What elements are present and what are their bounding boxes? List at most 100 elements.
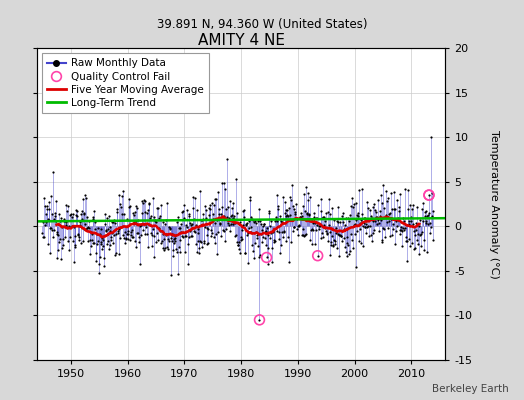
Point xyxy=(277,242,286,248)
Point xyxy=(89,216,97,222)
Point xyxy=(84,238,92,244)
Point xyxy=(54,211,63,217)
Point xyxy=(302,231,311,238)
Point xyxy=(417,242,425,249)
Point xyxy=(306,237,314,244)
Point xyxy=(231,220,239,226)
Point xyxy=(244,230,252,236)
Point xyxy=(357,211,366,218)
Point xyxy=(356,225,364,232)
Point xyxy=(171,238,180,244)
Point xyxy=(94,225,102,232)
Point xyxy=(255,317,264,323)
Point xyxy=(168,238,177,244)
Point xyxy=(247,223,256,230)
Point xyxy=(113,209,121,216)
Point xyxy=(127,232,135,238)
Point xyxy=(121,240,129,246)
Point xyxy=(65,223,73,230)
Point xyxy=(69,224,78,230)
Point xyxy=(144,207,152,213)
Point xyxy=(254,218,262,224)
Point xyxy=(211,240,220,246)
Point xyxy=(167,230,176,237)
Point xyxy=(97,238,106,245)
Point xyxy=(246,194,254,200)
Point xyxy=(257,221,265,228)
Point xyxy=(419,247,428,253)
Point xyxy=(151,239,160,246)
Point xyxy=(234,239,243,245)
Point xyxy=(317,196,325,202)
Point xyxy=(205,212,214,218)
Point xyxy=(298,202,307,209)
Point xyxy=(176,249,184,255)
Point xyxy=(401,186,409,192)
Point xyxy=(67,211,75,217)
Point xyxy=(289,203,297,210)
Point xyxy=(364,223,373,229)
Point xyxy=(113,228,122,234)
Point xyxy=(343,234,352,240)
Point xyxy=(150,214,159,220)
Point xyxy=(73,208,82,214)
Point xyxy=(137,198,146,204)
Point xyxy=(378,200,387,206)
Point xyxy=(230,213,238,220)
Point xyxy=(159,244,167,251)
Point xyxy=(294,221,303,228)
Point xyxy=(56,236,64,242)
Point xyxy=(320,214,329,220)
Point xyxy=(414,223,423,229)
Point xyxy=(340,226,348,232)
Point xyxy=(344,242,352,248)
Point xyxy=(251,239,259,246)
Point xyxy=(231,233,239,240)
Point xyxy=(147,213,155,219)
Point xyxy=(276,213,285,220)
Point xyxy=(48,211,57,217)
Y-axis label: Temperature Anomaly (°C): Temperature Anomaly (°C) xyxy=(489,130,499,278)
Point xyxy=(288,228,297,234)
Point xyxy=(202,232,211,238)
Point xyxy=(397,224,405,230)
Point xyxy=(383,198,391,204)
Point xyxy=(112,231,121,237)
Point xyxy=(77,210,85,217)
Point xyxy=(260,229,269,235)
Point xyxy=(185,211,193,217)
Point xyxy=(178,232,186,239)
Point xyxy=(351,230,359,237)
Point xyxy=(367,238,376,244)
Point xyxy=(191,195,199,202)
Point xyxy=(263,225,271,231)
Point xyxy=(167,272,175,278)
Point xyxy=(77,240,85,247)
Point xyxy=(379,182,388,188)
Point xyxy=(337,232,345,239)
Point xyxy=(366,222,374,229)
Point xyxy=(400,226,408,233)
Point xyxy=(289,223,298,230)
Point xyxy=(96,231,104,237)
Point xyxy=(179,208,187,214)
Point xyxy=(274,206,282,212)
Point xyxy=(220,212,228,219)
Point xyxy=(46,249,54,256)
Point xyxy=(317,208,325,214)
Point xyxy=(425,220,434,226)
Point xyxy=(329,242,337,248)
Title: AMITY 4 NE: AMITY 4 NE xyxy=(198,33,285,48)
Point xyxy=(101,211,109,217)
Point xyxy=(95,270,103,276)
Point xyxy=(148,195,157,201)
Point xyxy=(210,202,218,208)
Point xyxy=(265,210,273,216)
Point xyxy=(59,218,68,224)
Point xyxy=(181,249,189,256)
Point xyxy=(212,230,220,237)
Point xyxy=(44,216,52,223)
Point xyxy=(176,237,184,244)
Point xyxy=(250,255,258,261)
Point xyxy=(93,240,101,247)
